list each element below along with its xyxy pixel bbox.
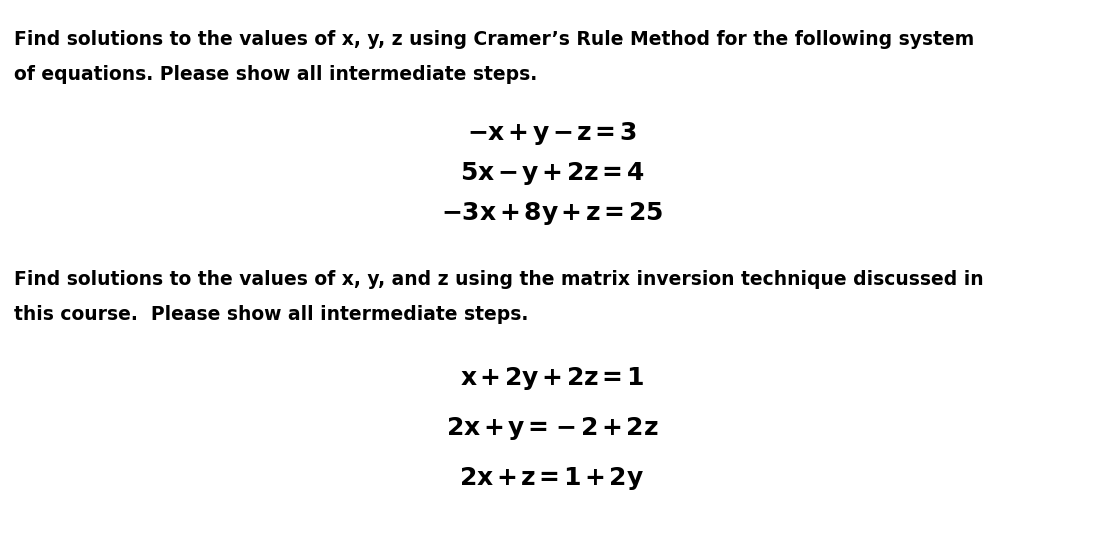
Text: $-3x+8y+z=25$: $-3x+8y+z=25$ <box>440 200 664 227</box>
Text: $x+2y+2z=1$: $x+2y+2z=1$ <box>460 365 644 392</box>
Text: $-x+y-z=3$: $-x+y-z=3$ <box>467 120 637 147</box>
Text: Find solutions to the values of x, y, z using Cramer’s Rule Method for the follo: Find solutions to the values of x, y, z … <box>14 30 974 49</box>
Text: $5x-y+2z=4$: $5x-y+2z=4$ <box>459 160 645 187</box>
Text: $2x+y=-2+2z$: $2x+y=-2+2z$ <box>446 415 658 442</box>
Text: Find solutions to the values of x, y, and z using the matrix inversion technique: Find solutions to the values of x, y, an… <box>14 270 984 289</box>
Text: this course.  Please show all intermediate steps.: this course. Please show all intermediat… <box>14 305 529 324</box>
Text: of equations. Please show all intermediate steps.: of equations. Please show all intermedia… <box>14 65 538 84</box>
Text: $2x+z=1+2y$: $2x+z=1+2y$ <box>459 465 645 492</box>
